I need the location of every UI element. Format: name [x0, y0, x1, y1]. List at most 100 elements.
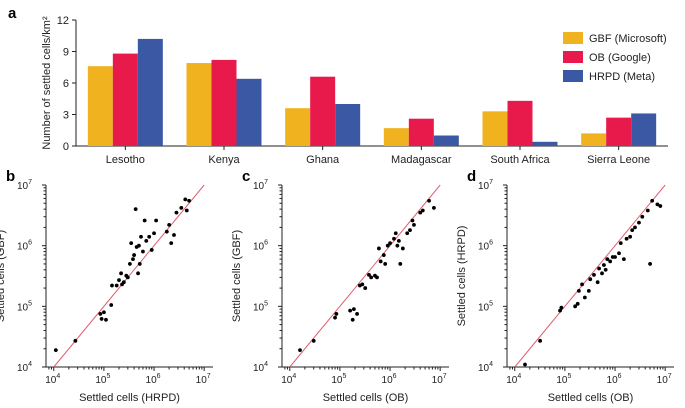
x-tick-label: 104	[45, 373, 60, 386]
data-point	[172, 233, 176, 237]
category-label: Lesotho	[106, 154, 145, 166]
x-tick-label: 105	[95, 373, 110, 386]
bar	[408, 118, 434, 146]
data-point	[377, 246, 381, 251]
y-tick-label: 104	[17, 361, 32, 374]
bar	[112, 53, 138, 146]
y-tick-label: 105	[478, 300, 493, 313]
data-point	[73, 338, 78, 343]
y-tick-label: 105	[17, 300, 32, 313]
data-point	[334, 312, 339, 316]
data-point	[588, 277, 593, 282]
y-axis-label: Settled cells (GBF)	[0, 230, 7, 322]
data-point	[576, 288, 581, 293]
data-point	[523, 362, 527, 367]
y-axis-label: Number of settled cells/km²	[41, 16, 53, 150]
data-point	[102, 310, 106, 315]
x-tick-label: 107	[432, 373, 447, 386]
data-point	[375, 275, 379, 280]
data-point	[630, 228, 635, 233]
data-point	[573, 304, 578, 309]
data-point	[137, 262, 142, 266]
data-point	[602, 263, 606, 267]
data-point	[633, 225, 637, 230]
data-point	[410, 218, 415, 223]
y-tick-label: 3	[63, 110, 69, 122]
bar	[285, 108, 311, 146]
data-point	[600, 271, 604, 276]
data-point	[381, 253, 386, 257]
data-point	[655, 202, 660, 207]
data-point	[110, 283, 114, 288]
x-tick-label: 105	[331, 373, 346, 386]
data-point	[174, 210, 179, 215]
data-point	[351, 307, 356, 312]
data-point	[605, 257, 610, 262]
data-point	[595, 280, 600, 285]
data-point	[360, 282, 365, 287]
data-point	[408, 228, 412, 233]
category-label: South Africa	[490, 154, 550, 166]
identity-line	[514, 184, 666, 368]
data-point	[119, 271, 123, 276]
panel-d-scatter: d 104 104 105 105 106 106 107 107 Settled cells (…	[456, 168, 674, 404]
data-point	[617, 251, 621, 256]
y-tick-label: 106	[17, 240, 32, 253]
data-point	[121, 280, 126, 285]
data-point	[648, 262, 652, 266]
category-label: Madagascar	[391, 154, 452, 166]
data-point	[392, 236, 396, 241]
data-point	[613, 255, 617, 259]
x-axis-label: Settled cells (OB)	[323, 392, 409, 404]
bar	[606, 117, 632, 146]
y-tick-label: 106	[253, 240, 268, 253]
legend-label: GBF (Microsoft)	[589, 33, 667, 45]
data-point	[388, 241, 392, 246]
x-tick-label: 104	[281, 373, 296, 386]
data-point	[125, 275, 130, 280]
bar	[482, 111, 508, 146]
data-point	[559, 305, 564, 310]
data-point	[412, 222, 416, 227]
legend-swatch	[563, 51, 583, 63]
data-point	[592, 272, 596, 277]
x-tick-label: 104	[506, 373, 521, 386]
data-point	[363, 286, 368, 290]
panel-label: c	[242, 168, 250, 185]
data-point	[350, 317, 355, 322]
y-tick-label: 0	[63, 141, 69, 153]
data-point	[137, 243, 141, 248]
y-tick-label: 105	[253, 300, 268, 313]
data-point	[129, 241, 134, 246]
data-point	[621, 257, 626, 262]
data-point	[378, 259, 383, 264]
bar	[581, 133, 607, 146]
data-point	[603, 267, 608, 272]
data-point	[432, 205, 436, 210]
data-point	[183, 197, 188, 202]
data-point	[127, 262, 132, 266]
bar	[532, 141, 558, 146]
data-point	[154, 218, 159, 223]
data-point	[184, 208, 189, 213]
data-point	[637, 220, 641, 225]
category-label: Kenya	[208, 154, 240, 166]
bar	[335, 104, 361, 146]
bar	[310, 76, 336, 146]
data-point	[393, 231, 398, 236]
panel-label: a	[8, 5, 17, 22]
bar	[631, 113, 657, 146]
panel-a-bar-chart: a 0 3 6 9 12 Number of settled cells/km² Lesoth…	[8, 5, 668, 166]
data-point	[580, 282, 584, 287]
x-axis-label: Settled cells (HRPD)	[79, 392, 180, 404]
y-tick-label: 9	[63, 47, 69, 59]
bar	[137, 38, 163, 146]
bar	[433, 135, 459, 146]
data-point	[117, 278, 121, 283]
panel-b-scatter: b 104 104 105 105 106 106 107 107 Settled cells (…	[0, 168, 213, 404]
y-tick-label: 104	[478, 361, 493, 374]
panel-label: b	[6, 168, 15, 185]
data-point	[624, 236, 629, 241]
data-point	[385, 243, 390, 248]
